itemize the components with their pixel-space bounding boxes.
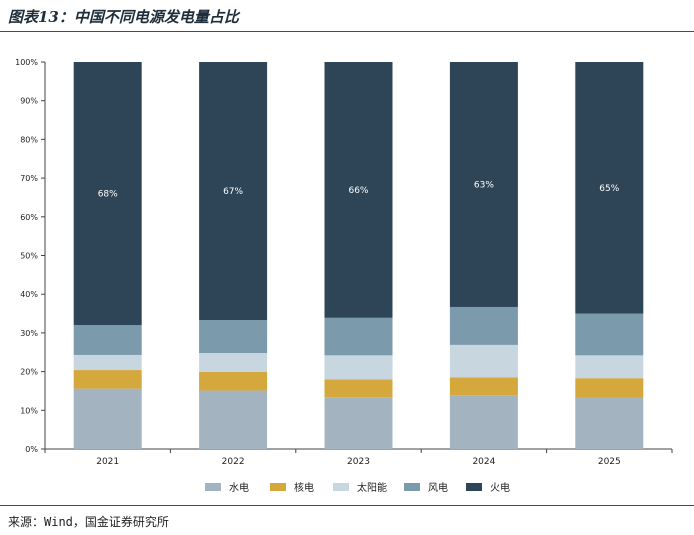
legend-swatch [333, 483, 349, 491]
figure-title: 图表13：中国不同电源发电量占比 [8, 8, 239, 26]
y-tick-label: 80% [20, 135, 38, 144]
y-tick-label: 100% [15, 58, 38, 67]
top-rule [0, 31, 694, 32]
bar-segment [199, 390, 268, 449]
x-tick-label: 2023 [347, 457, 370, 467]
bar-segment [449, 344, 518, 378]
bar-segment [199, 62, 268, 321]
bar-segment [449, 395, 518, 449]
bottom-rule [0, 505, 694, 506]
y-tick-label: 50% [20, 252, 38, 261]
bar-segment [73, 370, 142, 389]
source-note: 来源：Wind，国金证券研究所 [8, 515, 169, 529]
y-tick-label: 10% [20, 406, 38, 415]
bar-segment [575, 313, 644, 356]
bar-segment [73, 388, 142, 449]
bar-segment [73, 62, 142, 326]
legend-label: 水电 [229, 481, 249, 494]
legend-swatch [466, 483, 482, 491]
bar-segment [199, 371, 268, 391]
y-tick-label: 90% [20, 97, 38, 106]
legend-label: 太阳能 [357, 481, 387, 494]
bar-segment [449, 377, 518, 396]
bar-segment [199, 353, 268, 372]
legend-swatch [404, 483, 420, 491]
legend-label: 火电 [490, 481, 510, 494]
bar-segment [324, 317, 393, 356]
y-tick-label: 70% [20, 174, 38, 183]
legend-swatch [205, 483, 221, 491]
x-tick-label: 2025 [598, 457, 621, 467]
y-tick-label: 40% [20, 290, 38, 299]
bar-segment [449, 306, 518, 345]
bar-segment [73, 354, 142, 371]
data-label: 65% [599, 184, 619, 194]
bar-segment [324, 355, 393, 380]
bar-segment [73, 325, 142, 355]
legend-swatch [270, 483, 286, 491]
x-tick-label: 2022 [222, 457, 245, 467]
data-label: 63% [474, 180, 494, 190]
y-tick-label: 60% [20, 213, 38, 222]
y-tick-label: 30% [20, 329, 38, 338]
data-label: 67% [223, 187, 243, 197]
bar-segment [324, 379, 393, 398]
legend-label: 风电 [428, 481, 448, 494]
x-tick-label: 2021 [96, 457, 119, 467]
bar-segment [199, 320, 268, 354]
stacked-bar-chart: 0% 10% 20% 30% 40% 50% 60% 70% 80% 90% 100% 68% 2021… [15, 58, 673, 494]
bar-segment [575, 62, 644, 314]
y-tick-label: 20% [20, 368, 38, 377]
x-tick-label: 2024 [472, 457, 495, 467]
bar-segment [324, 397, 393, 449]
bar-segment [324, 62, 393, 318]
y-tick-label: 0% [25, 445, 38, 454]
bar-segment [575, 355, 644, 379]
bar-segment [575, 378, 644, 398]
bar-segment [449, 62, 518, 307]
legend-label: 核电 [294, 481, 314, 494]
data-label: 66% [348, 186, 368, 196]
bar-segment [575, 397, 644, 449]
data-label: 68% [98, 190, 118, 200]
